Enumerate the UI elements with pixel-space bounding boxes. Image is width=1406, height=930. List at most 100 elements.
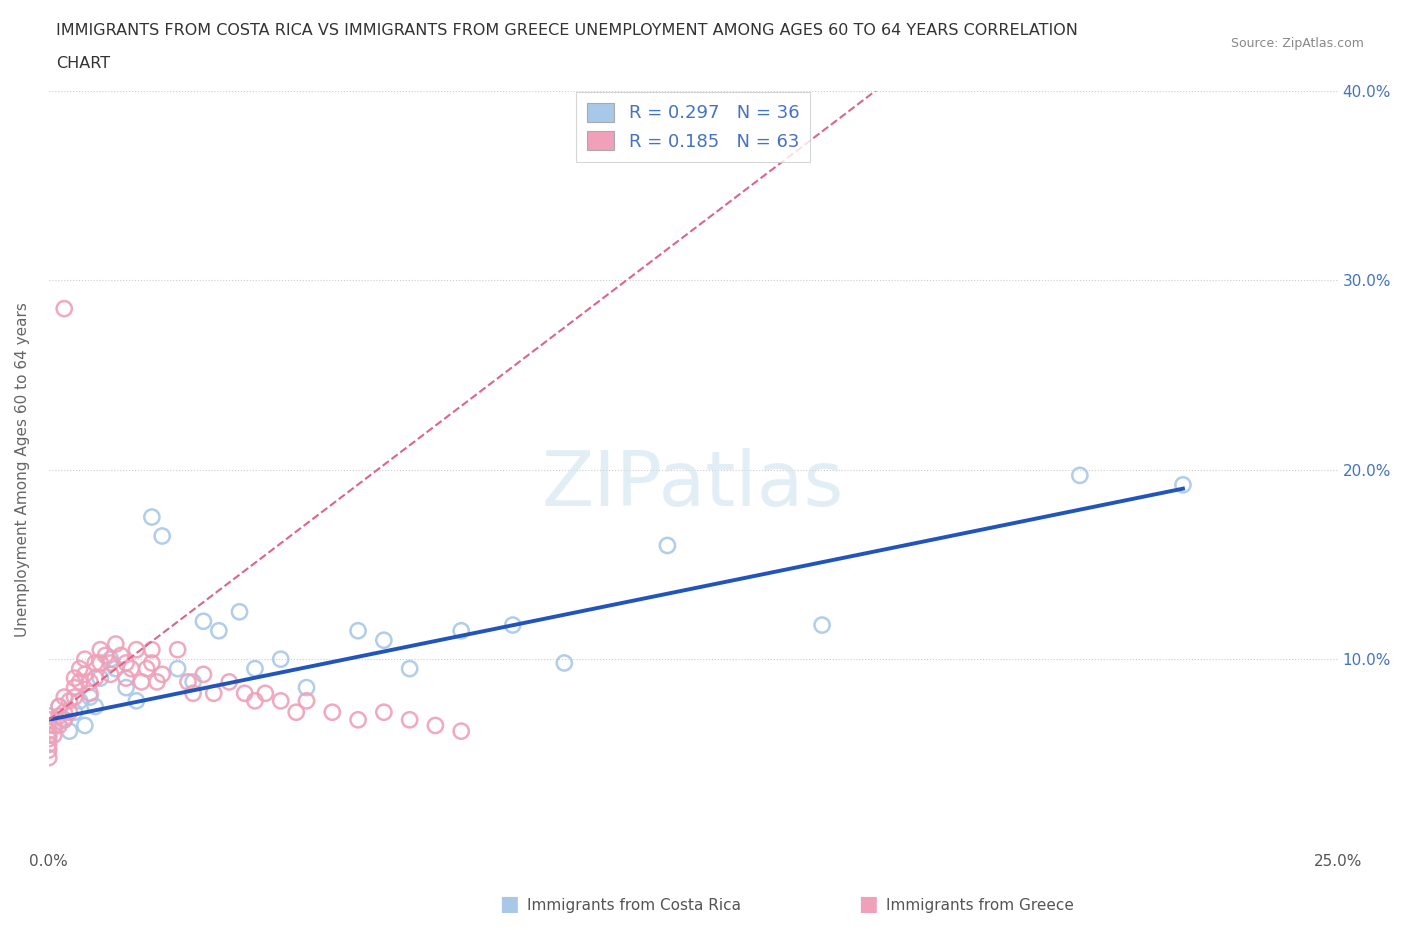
Point	[181, 685, 204, 700]
Point	[48, 699, 70, 714]
Point	[58, 724, 80, 738]
Point	[53, 690, 76, 705]
Point	[53, 301, 76, 316]
Text: Source: ZipAtlas.com: Source: ZipAtlas.com	[1230, 37, 1364, 50]
Point	[115, 656, 138, 671]
Point	[38, 751, 60, 765]
Point	[208, 623, 231, 638]
Point	[38, 709, 60, 724]
Point	[100, 656, 122, 671]
Point	[398, 712, 420, 727]
Point	[84, 671, 107, 685]
Point	[243, 694, 266, 709]
Text: Immigrants from Greece: Immigrants from Greece	[886, 897, 1074, 912]
Point	[321, 705, 343, 720]
Point	[657, 538, 679, 553]
Point	[193, 667, 215, 682]
Point	[79, 685, 101, 700]
Point	[89, 671, 111, 685]
Point	[38, 743, 60, 758]
Point	[553, 656, 575, 671]
Point	[131, 674, 153, 689]
Point	[115, 680, 138, 695]
Point	[63, 680, 86, 695]
Point	[42, 718, 65, 733]
Point	[100, 667, 122, 682]
Point	[347, 712, 370, 727]
Point	[373, 705, 395, 720]
Point	[243, 661, 266, 676]
Point	[84, 656, 107, 671]
Point	[115, 671, 138, 685]
Point	[270, 652, 292, 667]
Point	[94, 648, 117, 663]
Point	[38, 731, 60, 746]
Point	[73, 718, 96, 733]
Point	[502, 618, 524, 632]
Point	[1171, 477, 1194, 492]
Text: CHART: CHART	[56, 56, 110, 71]
Point	[63, 671, 86, 685]
Point	[125, 694, 148, 709]
Point	[285, 705, 308, 720]
Point	[254, 685, 277, 700]
Point	[218, 674, 240, 689]
Point	[1069, 468, 1091, 483]
Text: IMMIGRANTS FROM COSTA RICA VS IMMIGRANTS FROM GREECE UNEMPLOYMENT AMONG AGES 60 : IMMIGRANTS FROM COSTA RICA VS IMMIGRANTS…	[56, 23, 1078, 38]
Point	[84, 699, 107, 714]
Point	[295, 694, 318, 709]
Point	[425, 718, 447, 733]
Point	[63, 705, 86, 720]
Point	[69, 674, 91, 689]
Point	[150, 528, 173, 543]
Point	[58, 694, 80, 709]
Legend: R = 0.297   N = 36, R = 0.185   N = 63: R = 0.297 N = 36, R = 0.185 N = 63	[576, 92, 810, 162]
Point	[141, 510, 163, 525]
Point	[58, 705, 80, 720]
Point	[177, 674, 200, 689]
Point	[125, 643, 148, 658]
Point	[181, 674, 204, 689]
Point	[38, 718, 60, 733]
Point	[146, 674, 169, 689]
Text: ■: ■	[858, 894, 877, 913]
Point	[398, 661, 420, 676]
Point	[69, 694, 91, 709]
Point	[38, 727, 60, 742]
Text: ZIPatlas: ZIPatlas	[541, 448, 845, 522]
Point	[295, 680, 318, 695]
Text: ■: ■	[499, 894, 519, 913]
Point	[42, 727, 65, 742]
Point	[270, 694, 292, 709]
Point	[811, 618, 834, 632]
Point	[69, 661, 91, 676]
Point	[100, 652, 122, 667]
Point	[450, 623, 472, 638]
Point	[104, 636, 127, 651]
Point	[141, 656, 163, 671]
Point	[166, 643, 188, 658]
Point	[228, 604, 250, 619]
Point	[110, 648, 132, 663]
Text: Immigrants from Costa Rica: Immigrants from Costa Rica	[527, 897, 741, 912]
Point	[450, 724, 472, 738]
Point	[53, 712, 76, 727]
Point	[79, 690, 101, 705]
Point	[53, 712, 76, 727]
Point	[63, 690, 86, 705]
Point	[73, 652, 96, 667]
Point	[104, 661, 127, 676]
Point	[38, 712, 60, 727]
Point	[193, 614, 215, 629]
Point	[79, 674, 101, 689]
Point	[150, 667, 173, 682]
Point	[233, 685, 256, 700]
Point	[48, 699, 70, 714]
Point	[38, 724, 60, 738]
Y-axis label: Unemployment Among Ages 60 to 64 years: Unemployment Among Ages 60 to 64 years	[15, 302, 30, 637]
Point	[73, 667, 96, 682]
Point	[48, 709, 70, 724]
Point	[202, 685, 225, 700]
Point	[166, 661, 188, 676]
Point	[89, 643, 111, 658]
